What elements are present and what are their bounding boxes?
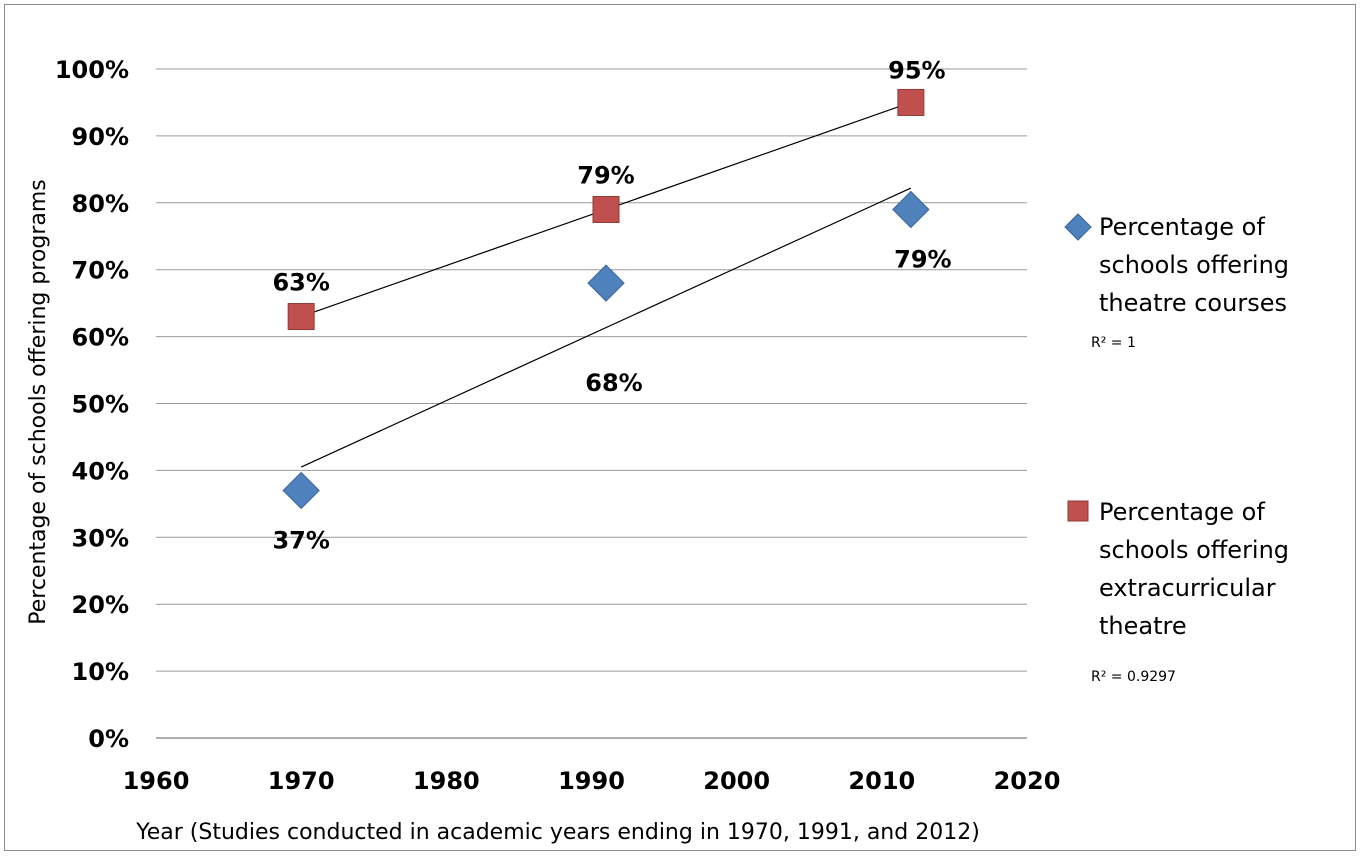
- y-axis-title: Percentage of schools offering programs: [26, 179, 51, 625]
- legend-r2-label: R² = 1: [1091, 335, 1136, 351]
- diamond-point: [282, 471, 320, 510]
- x-tick-label: 2020: [994, 767, 1061, 795]
- y-tick-label: 80%: [72, 190, 129, 218]
- x-tick-label: 1990: [558, 767, 625, 795]
- x-tick-label: 2010: [848, 767, 915, 795]
- legend-entry: Percentage of schools offering theatre cou…: [1064, 213, 1289, 351]
- data-label: 95%: [888, 56, 945, 84]
- x-tick-label: 1980: [413, 767, 480, 795]
- legend-label-line: theatre courses: [1099, 289, 1287, 317]
- data-label: 79%: [577, 161, 634, 189]
- data-labels: 37% 68% 79% 63% 79% 95%: [272, 56, 951, 554]
- y-tick-label: 70%: [72, 257, 129, 285]
- trendline-courses: [300, 187, 912, 468]
- legend-label-line: Percentage of: [1099, 498, 1265, 526]
- diamond-point: [892, 190, 930, 229]
- y-tick-label: 100%: [55, 56, 129, 84]
- legend-label-line: theatre: [1099, 612, 1187, 640]
- legend: Percentage of schools offering theatre cou…: [1064, 213, 1289, 685]
- legend-label-line: schools offering: [1099, 251, 1289, 279]
- y-tick-label: 0%: [88, 725, 129, 753]
- legend-r2-label: R² = 0.9297: [1091, 669, 1176, 685]
- chart-frame: 37% 68% 79% 63% 79% 95% 0% 10% 20% 30% 40% 50% 60% 7…: [4, 4, 1356, 851]
- gridlines: [156, 68, 1027, 739]
- x-tick-label: 2000: [703, 767, 770, 795]
- legend-square-marker: [1067, 500, 1089, 522]
- y-tick-label: 90%: [72, 123, 129, 151]
- y-tick-label: 20%: [72, 591, 129, 619]
- legend-label-line: extracurricular: [1099, 574, 1276, 602]
- axis-ticks: 0% 10% 20% 30% 40% 50% 60% 70% 80% 90% 100% 1960 197…: [55, 56, 1061, 795]
- y-tick-label: 40%: [72, 457, 129, 485]
- y-tick-label: 50%: [72, 391, 129, 419]
- legend-diamond-marker: [1064, 213, 1092, 241]
- scatter-chart: 37% 68% 79% 63% 79% 95% 0% 10% 20% 30% 40% 50% 60% 7…: [26, 56, 1289, 845]
- y-tick-label: 30%: [72, 524, 129, 552]
- legend-label-line: schools offering: [1099, 536, 1289, 564]
- diamond-point: [587, 264, 625, 302]
- data-points: [282, 88, 930, 510]
- square-point: [897, 88, 925, 116]
- x-axis-title: Year (Studies conducted in academic year…: [135, 820, 980, 845]
- legend-entry: Percentage of schools offering extracurric…: [1067, 498, 1289, 685]
- legend-label-line: Percentage of: [1099, 213, 1265, 241]
- x-tick-label: 1970: [268, 767, 335, 795]
- x-tick-label: 1960: [123, 767, 190, 795]
- square-point: [287, 303, 315, 331]
- data-label: 68%: [585, 369, 642, 397]
- data-label: 63%: [272, 269, 329, 297]
- data-label: 37%: [272, 526, 329, 554]
- data-label: 79%: [894, 245, 951, 273]
- y-tick-label: 10%: [72, 658, 129, 686]
- y-tick-label: 60%: [72, 324, 129, 352]
- square-point: [592, 195, 620, 223]
